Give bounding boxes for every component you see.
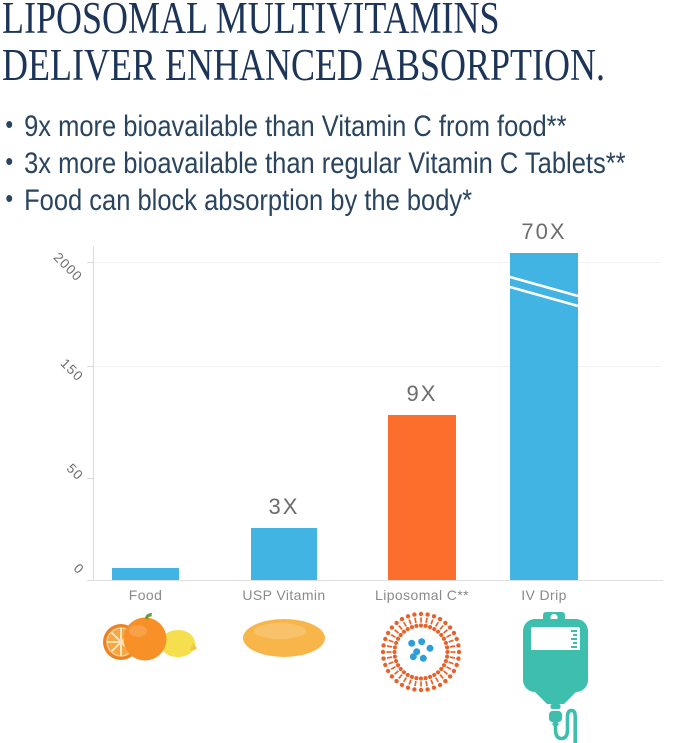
liposome-icon bbox=[380, 611, 462, 693]
iv-tube bbox=[553, 708, 577, 743]
iv-bag-liquid bbox=[531, 650, 580, 666]
y-axis-line bbox=[93, 246, 94, 580]
y-tick-label-150: 150 bbox=[57, 355, 87, 385]
bar-value-label-iv-drip: 70X bbox=[521, 219, 567, 244]
bar-liposomal-c bbox=[388, 415, 456, 580]
x-axis-label-usp-vitamin: USP Vitamin bbox=[242, 587, 326, 603]
gridline-150 bbox=[94, 366, 660, 367]
bar-value-label-usp-vitamin: 3X bbox=[268, 494, 300, 519]
vitamin-tablet-icon bbox=[243, 619, 325, 657]
liposome-bilayer-ring bbox=[380, 611, 462, 693]
orange-stem bbox=[145, 613, 152, 620]
iv-bag-measure-ticks bbox=[571, 630, 577, 648]
orange-slice-segments bbox=[107, 628, 135, 656]
y-tick-0 bbox=[87, 580, 93, 581]
x-axis-label-iv-drip: IV Drip bbox=[521, 587, 567, 603]
y-tick-150 bbox=[87, 366, 93, 367]
headline-line-2: DELIVER ENHANCED ABSORPTION. bbox=[2, 40, 605, 90]
axis-break-lines bbox=[509, 275, 579, 308]
iv-bag-port bbox=[549, 711, 562, 722]
whole-orange bbox=[123, 617, 167, 661]
bar-chart: 0 50 150 2000 Food 3X USP Vitamin 9X Liposomal C… bbox=[0, 219, 679, 620]
bullet-item: 9x more bioavailable than Vitamin C from… bbox=[2, 106, 626, 145]
iv-drip-bag-icon bbox=[523, 612, 588, 743]
bullet-item: 3x more bioavailable than regular Vitami… bbox=[2, 143, 625, 182]
y-tick-2000 bbox=[87, 262, 93, 263]
gridline-2000 bbox=[94, 262, 660, 263]
bar-food bbox=[112, 568, 179, 580]
food-fruit-icon bbox=[103, 613, 197, 661]
y-tick-50 bbox=[87, 478, 93, 479]
x-axis-label-liposomal-c: Liposomal C** bbox=[375, 587, 469, 603]
benefit-bullet-list: 9x more bioavailable than Vitamin C from… bbox=[2, 106, 626, 219]
liposome-core-dots bbox=[408, 638, 434, 662]
x-axis-line bbox=[93, 580, 663, 581]
headline-line-1: LIPOSOMAL MULTIVITAMINS bbox=[2, 0, 500, 43]
bar-iv-drip bbox=[510, 253, 578, 580]
bullet-item: Food can block absorption by the body* bbox=[2, 180, 626, 219]
bar-value-label-liposomal-c: 9X bbox=[406, 381, 438, 406]
y-tick-label-0: 0 bbox=[70, 560, 88, 578]
y-tick-label-2000: 2000 bbox=[50, 249, 86, 285]
x-axis-label-food: Food bbox=[128, 587, 163, 603]
lemon bbox=[161, 630, 195, 657]
bar-usp-vitamin bbox=[251, 528, 317, 580]
y-tick-label-50: 50 bbox=[63, 460, 87, 484]
